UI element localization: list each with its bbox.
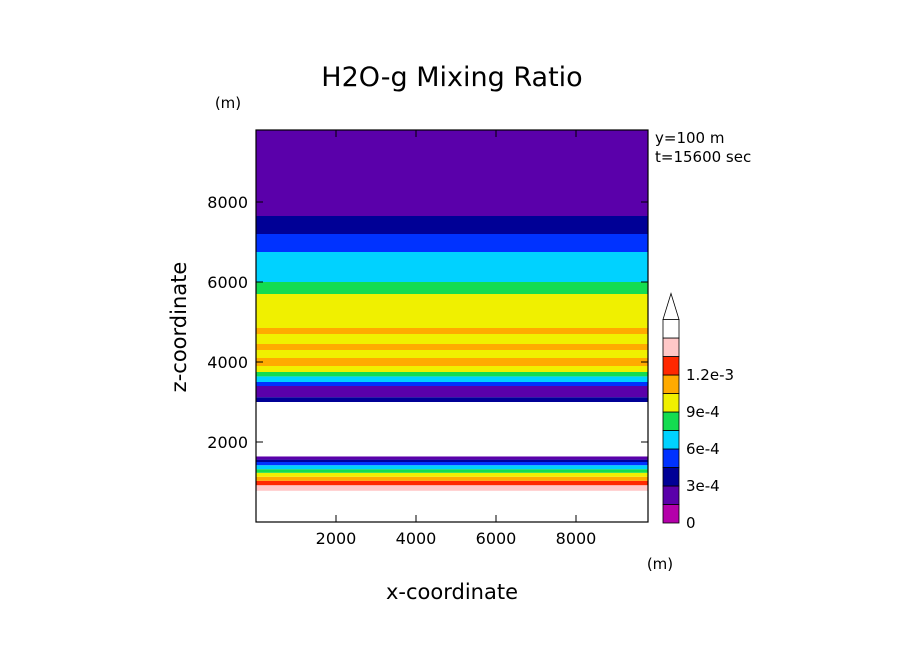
contour-band <box>256 382 648 386</box>
colorbar-swatch <box>662 337 680 357</box>
plot-frame <box>255 129 649 523</box>
colorbar-extend-arrow <box>662 292 680 320</box>
contour-band <box>256 485 648 491</box>
colorbar-swatch <box>662 393 680 413</box>
y-tick-label: 8000 <box>207 193 248 212</box>
plot-area: 2000 4000 6000 8000 2000 4000 6000 8000 <box>207 129 649 548</box>
y-unit-label: (m) <box>215 94 241 112</box>
y-tick-label: 2000 <box>207 433 248 452</box>
contour-band <box>256 252 648 272</box>
x-axis-label: x-coordinate <box>386 580 518 604</box>
contour-band <box>256 282 648 294</box>
colorbar-label: 0 <box>686 514 696 532</box>
contour-band <box>256 130 648 166</box>
contour-band <box>256 358 648 366</box>
colorbar-swatch <box>662 430 680 450</box>
colorbar-label: 1.2e-3 <box>686 366 734 384</box>
contour-band <box>256 234 648 252</box>
contour-band <box>256 272 648 282</box>
contour-band <box>256 472 648 477</box>
contour-band <box>256 216 648 234</box>
colorbar-swatch <box>662 374 680 394</box>
y-axis-label: z-coordinate <box>167 262 191 393</box>
contour-band <box>256 194 648 216</box>
contour-band <box>256 397 648 402</box>
contour-band <box>256 166 648 194</box>
contour-band <box>256 490 648 522</box>
chart-title: H2O-g Mixing Ratio <box>321 62 582 93</box>
contour-band <box>256 366 648 372</box>
y-tick-label: 6000 <box>207 273 248 292</box>
contour-band <box>256 344 648 350</box>
y-tick-label: 4000 <box>207 353 248 372</box>
contour-band <box>256 462 648 466</box>
contour-band <box>256 402 648 457</box>
contour-band <box>256 469 648 473</box>
x-tick-label: 2000 <box>316 529 357 548</box>
colorbar-swatch <box>662 467 680 487</box>
contour-band <box>256 310 648 328</box>
x-unit-label: (m) <box>647 555 673 573</box>
colorbar: 0 3e-4 6e-4 9e-4 1.2e-3 <box>662 292 734 532</box>
colorbar-swatch <box>662 356 680 376</box>
contour-band <box>256 294 648 310</box>
contour-band <box>256 480 648 486</box>
colorbar-swatch <box>662 485 680 505</box>
x-tick-label: 6000 <box>476 529 517 548</box>
contour-band <box>256 376 648 382</box>
contour-band <box>256 465 648 470</box>
colorbar-swatch <box>662 504 680 524</box>
contour-band <box>256 334 648 344</box>
annotation-y: y=100 m <box>655 129 724 147</box>
colorbar-label: 3e-4 <box>686 477 720 495</box>
colorbar-label: 6e-4 <box>686 440 720 458</box>
x-tick-label: 8000 <box>556 529 597 548</box>
colorbar-swatch <box>662 319 680 339</box>
contour-band <box>256 350 648 358</box>
contour-band <box>256 372 648 377</box>
contour-band <box>256 328 648 334</box>
contour-band <box>256 386 648 398</box>
colorbar-swatch <box>662 411 680 431</box>
colorbar-label: 9e-4 <box>686 403 720 421</box>
x-tick-label: 4000 <box>396 529 437 548</box>
annotation-time: t=15600 sec <box>655 148 751 166</box>
contour-band <box>256 459 648 462</box>
contour-band <box>256 456 648 460</box>
contour-band <box>256 476 648 481</box>
colorbar-swatch <box>662 448 680 468</box>
